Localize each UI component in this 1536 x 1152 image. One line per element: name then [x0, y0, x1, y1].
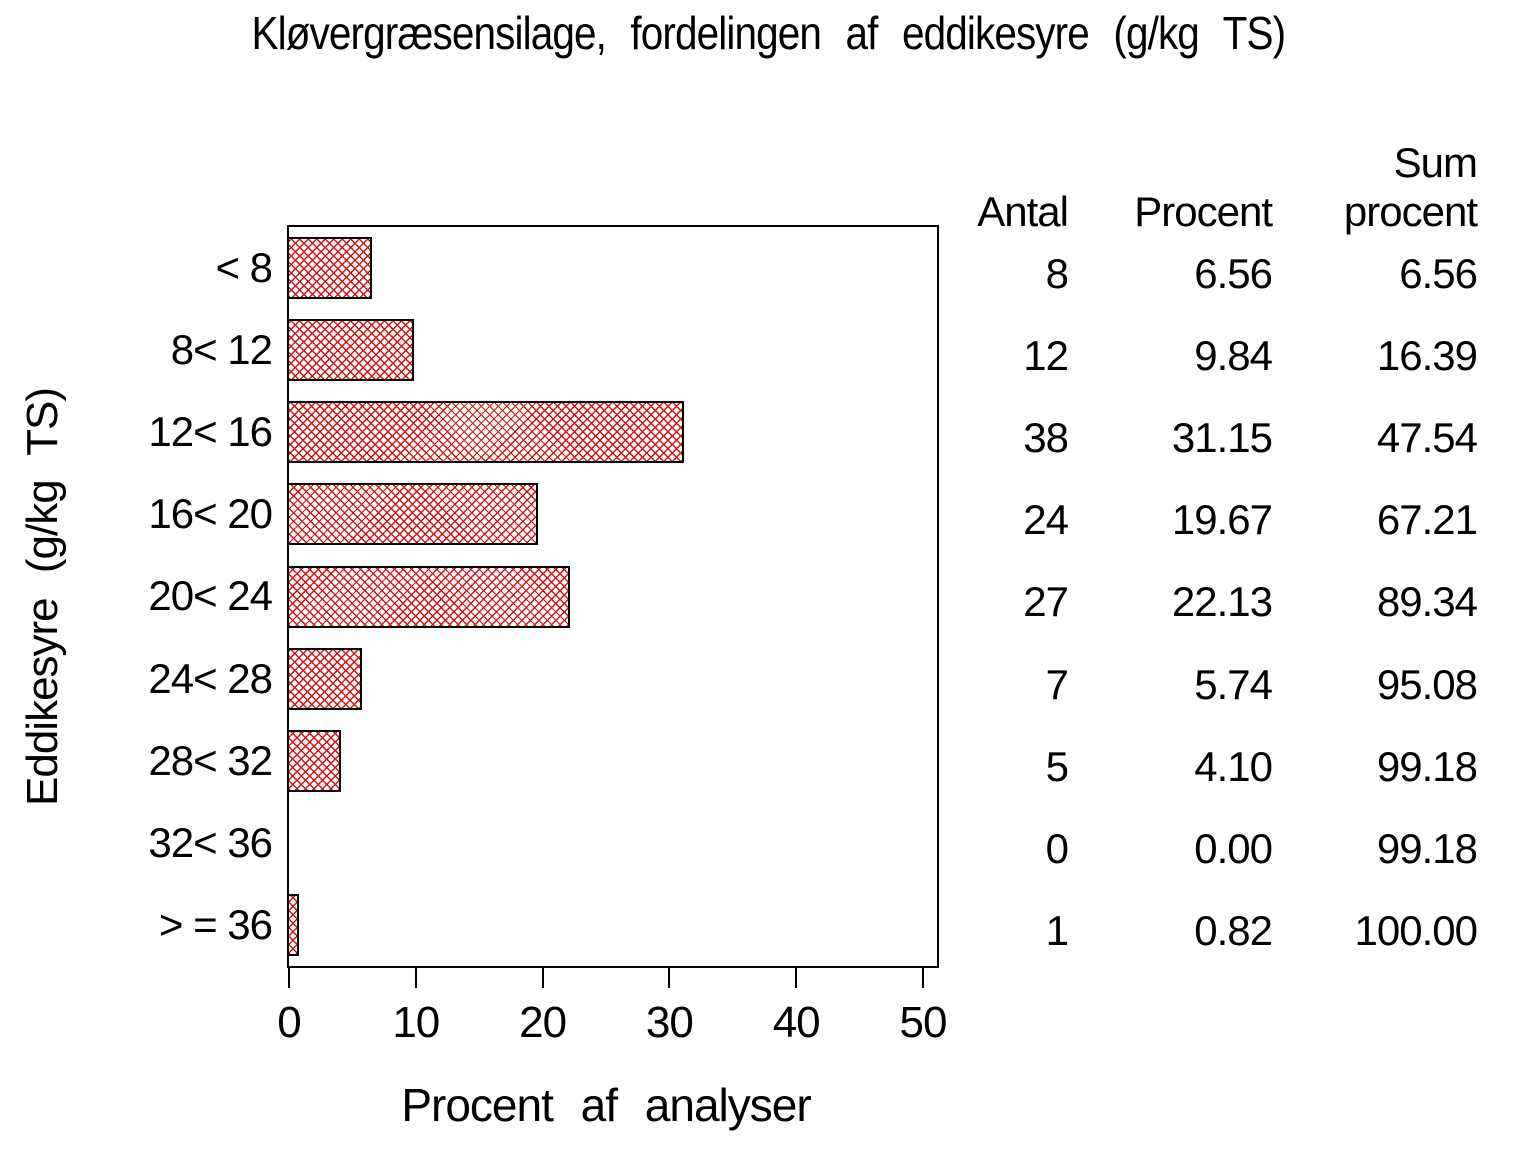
table-cell: 24 [1023, 496, 1069, 544]
table-header: Sum procent [1277, 128, 1478, 236]
category-label: 16< 20 [148, 490, 273, 538]
x-tick-label: 50 [899, 998, 948, 1047]
x-tick-mark [288, 968, 290, 988]
table-cell: 89.34 [1376, 578, 1478, 626]
bar-series [287, 227, 937, 966]
table-header-line: Procent [1134, 187, 1273, 235]
chart-title: Kløvergræsensilage, fordelingen af eddik… [251, 7, 1286, 59]
table-cell: 0 [1045, 824, 1069, 872]
table-cell: 99.18 [1376, 824, 1478, 872]
x-tick-mark [795, 968, 798, 988]
category-label: 8< 12 [170, 326, 273, 374]
x-tick-mark [668, 968, 671, 988]
table-cell: 100.00 [1354, 906, 1478, 954]
table-cell: 22.13 [1171, 578, 1273, 626]
x-tick-mark [541, 968, 544, 988]
category-label: 24< 28 [148, 654, 273, 702]
x-tick-label: 10 [392, 998, 440, 1047]
table-cell: 95.08 [1376, 660, 1478, 708]
table-cell: 38 [1023, 414, 1069, 462]
bar [287, 401, 684, 464]
table-cell: 0.00 [1194, 824, 1273, 872]
bar [287, 319, 414, 382]
category-label: < 8 [215, 244, 273, 291]
x-tick-label: 40 [772, 998, 821, 1047]
x-tick-mark [414, 968, 417, 988]
table-cell: 47.54 [1376, 414, 1478, 462]
table-cell: 4.10 [1194, 742, 1273, 790]
category-label: 32< 36 [148, 818, 273, 866]
table-cell: 0.82 [1194, 906, 1273, 954]
category-label: > = 36 [158, 900, 273, 948]
y-axis-tick-labels: < 8 8< 12 12< 16 16< 20 20< 24 24< 28 28< 32 32… [0, 227, 273, 966]
bar [287, 483, 538, 546]
table-cell: 9.84 [1194, 332, 1273, 380]
bar [287, 237, 372, 300]
table-cell: 5 [1045, 742, 1069, 790]
table-cell: 27 [1023, 578, 1069, 626]
x-tick-label: 0 [277, 998, 301, 1047]
table-cell: 12 [1023, 332, 1069, 380]
table-header-line: Antal [977, 187, 1069, 235]
x-tick-label: 20 [519, 998, 567, 1047]
table-header: Antal [918, 128, 1069, 236]
table-cell: 16.39 [1376, 332, 1478, 380]
x-tick-label: 30 [645, 998, 694, 1047]
table-cell: 6.56 [1399, 250, 1478, 297]
table-cell: 99.18 [1376, 742, 1478, 790]
table-cell: 31.15 [1171, 414, 1273, 462]
x-tick-mark [922, 968, 924, 988]
category-label: 28< 32 [148, 736, 273, 784]
x-axis-label: Procent af analyser [401, 1079, 811, 1131]
table-cell: 6.56 [1194, 250, 1273, 297]
table-cell: 8 [1045, 250, 1069, 297]
table-cell: 19.67 [1171, 496, 1273, 544]
table-cell: 5.74 [1194, 660, 1273, 708]
table-header: Procent [1082, 128, 1273, 236]
bar [287, 565, 570, 628]
table-cell: 7 [1045, 660, 1069, 708]
table-header-line: Sum [1393, 139, 1478, 187]
table-cell: 67.21 [1376, 496, 1478, 544]
table-header-line: procent [1343, 187, 1478, 235]
bar [287, 647, 362, 710]
category-label: 12< 16 [148, 408, 273, 456]
category-label: 20< 24 [148, 572, 273, 620]
bar [287, 893, 299, 956]
bar [287, 729, 341, 792]
table-cell: 1 [1045, 906, 1069, 954]
